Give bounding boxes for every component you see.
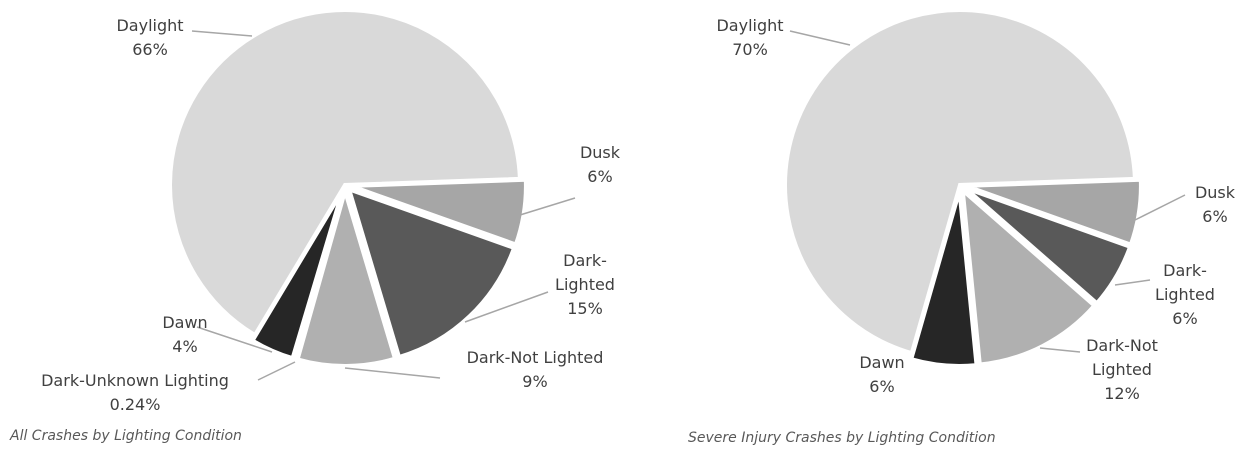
percent-label: 70% [732, 40, 768, 59]
slice-label: Dark-Not Lighted 12% [1072, 334, 1172, 406]
pie-slice [295, 183, 398, 368]
pie-slice [350, 177, 528, 248]
percent-label: 6% [869, 377, 895, 396]
slice-label: Dark-Not Lighted 9% [435, 346, 635, 394]
category-name: Dark-Not Lighted [1086, 336, 1158, 379]
category-name: Daylight [716, 16, 784, 35]
percent-label: 4% [172, 337, 198, 356]
percent-label: 66% [132, 40, 168, 59]
slice-label: Dawn 4% [155, 311, 215, 359]
category-name: Dark-Unknown Lighting [41, 371, 229, 390]
percent-label: 6% [587, 167, 613, 186]
leader-line [196, 326, 273, 353]
category-name: Dark-Lighted [555, 251, 615, 294]
category-name: Dawn [859, 353, 905, 372]
pie-slice [960, 185, 1098, 367]
category-name: Dawn [162, 313, 208, 332]
slice-label: Daylight 66% [100, 14, 200, 62]
slice-label: Dusk 6% [1185, 181, 1240, 229]
leader-line [1134, 194, 1186, 221]
category-name: Daylight [116, 16, 184, 35]
percent-label: 15% [567, 299, 603, 318]
slice-label: Dark-Lighted 6% [1145, 259, 1225, 331]
percent-label: 6% [1172, 309, 1198, 328]
slice-label: Dawn 6% [852, 351, 912, 399]
percent-label: 12% [1104, 384, 1140, 403]
chart-title: Severe Injury Crashes by Lighting Condit… [688, 430, 996, 446]
percent-label: 0.24% [109, 395, 161, 414]
percent-label: 9% [522, 372, 548, 391]
category-name: Dark-Not Lighted [466, 348, 604, 367]
slice-label: Dark-Lighted 15% [545, 249, 625, 321]
pie-slice [783, 8, 1137, 356]
category-name: Dusk [579, 143, 621, 162]
leader-line [1039, 347, 1081, 353]
pie-slice [965, 177, 1143, 248]
leader-line [257, 361, 296, 381]
leader-line [789, 30, 851, 46]
pie-slice [908, 190, 979, 368]
leader-line [464, 291, 549, 323]
leader-line [1114, 279, 1151, 286]
category-name: Dusk [1194, 183, 1236, 202]
category-name: Dark-Lighted [1155, 261, 1215, 304]
leader-line [344, 367, 441, 379]
pie-slice [346, 186, 517, 360]
slice-label: Dark-Unknown Lighting 0.24% [15, 369, 255, 417]
slice-label: Dusk 6% [570, 141, 630, 189]
leader-line [519, 197, 576, 216]
chart-title: All Crashes by Lighting Condition [10, 428, 242, 444]
pie-slice [963, 186, 1133, 307]
pie-slice [249, 189, 345, 361]
percent-label: 6% [1202, 207, 1228, 226]
leader-line [191, 30, 253, 37]
pie-slice [168, 8, 522, 338]
slice-label: Daylight 70% [700, 14, 800, 62]
